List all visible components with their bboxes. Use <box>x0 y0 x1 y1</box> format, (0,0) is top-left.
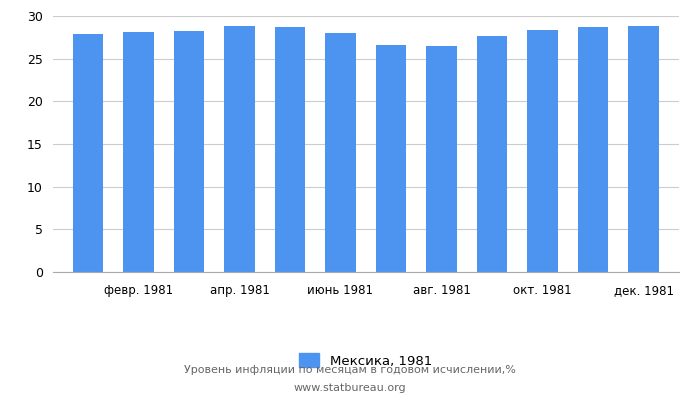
Bar <box>174 31 204 272</box>
Bar <box>477 36 508 272</box>
Bar <box>426 46 456 272</box>
Bar <box>73 34 103 272</box>
Bar <box>275 27 305 272</box>
Text: www.statbureau.org: www.statbureau.org <box>294 383 406 393</box>
Legend: Мексика, 1981: Мексика, 1981 <box>294 348 438 373</box>
Bar <box>224 26 255 272</box>
Bar <box>578 27 608 272</box>
Bar <box>629 26 659 272</box>
Bar <box>527 30 558 272</box>
Bar <box>326 33 356 272</box>
Bar <box>123 32 153 272</box>
Bar <box>376 45 406 272</box>
Text: Уровень инфляции по месяцам в годовом исчислении,%: Уровень инфляции по месяцам в годовом ис… <box>184 365 516 375</box>
